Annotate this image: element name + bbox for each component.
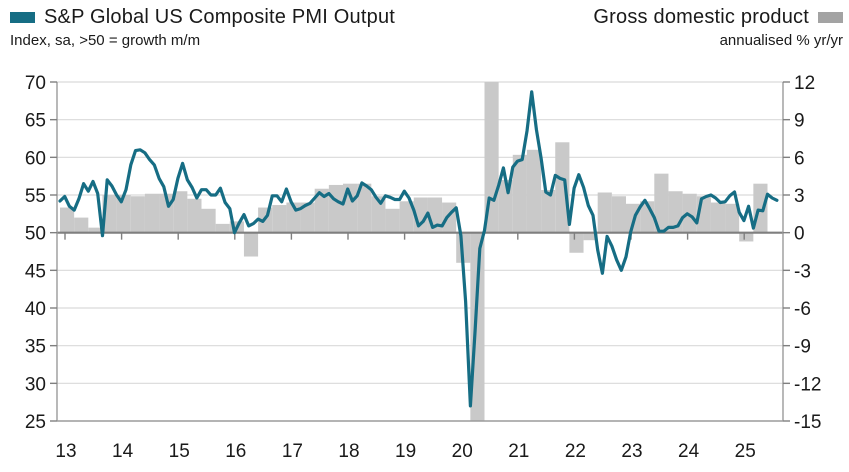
left-axis-label: 35 bbox=[25, 337, 46, 358]
left-axis-label: 60 bbox=[25, 148, 46, 169]
left-axis-label: 45 bbox=[25, 261, 46, 282]
gdp-bar bbox=[74, 217, 89, 233]
x-axis-label: 21 bbox=[508, 441, 529, 462]
gdp-bar bbox=[682, 193, 697, 233]
gdp-bar bbox=[130, 196, 145, 233]
x-axis-label: 22 bbox=[565, 441, 586, 462]
gdp-bar bbox=[725, 203, 740, 233]
gdp-bar bbox=[385, 208, 400, 233]
x-axis-label: 24 bbox=[678, 441, 700, 462]
pmi-line bbox=[58, 90, 779, 408]
x-axis-label: 17 bbox=[282, 441, 303, 462]
right-axis-label: 6 bbox=[794, 148, 805, 169]
right-axis-label: -9 bbox=[794, 337, 811, 358]
x-axis-label: 23 bbox=[621, 441, 642, 462]
x-axis-label: 13 bbox=[55, 441, 76, 462]
chart-title-right: Gross domestic product bbox=[593, 6, 809, 28]
gdp-bar bbox=[272, 205, 287, 233]
gdp-bar bbox=[187, 198, 202, 233]
gdp-bar bbox=[611, 196, 626, 233]
gdp-legend-swatch-icon bbox=[818, 12, 843, 23]
gdp-bar bbox=[399, 201, 414, 233]
legend-left: S&P Global US Composite PMI Output Index… bbox=[10, 6, 395, 49]
gdp-bar bbox=[654, 173, 669, 233]
left-axis-label: 70 bbox=[25, 73, 46, 94]
x-axis-label: 25 bbox=[735, 441, 756, 462]
gdp-bar bbox=[555, 142, 570, 233]
pmi-legend-swatch-icon bbox=[10, 12, 35, 23]
legend-right: Gross domestic product annualised % yr/y… bbox=[593, 6, 843, 49]
right-axis-label: -6 bbox=[794, 299, 811, 320]
gdp-bar bbox=[173, 191, 188, 233]
gdp-bar bbox=[371, 196, 386, 233]
gdp-bar bbox=[243, 232, 259, 257]
chart-title-left: S&P Global US Composite PMI Output bbox=[44, 6, 396, 28]
gdp-bar bbox=[442, 202, 457, 233]
gdp-bar bbox=[144, 193, 160, 233]
gdp-bar bbox=[215, 223, 230, 233]
gdp-bar bbox=[541, 189, 556, 233]
right-axis-label: 3 bbox=[794, 186, 805, 207]
x-axis-label: 15 bbox=[169, 441, 190, 462]
gdp-bar bbox=[60, 207, 75, 233]
right-axis-label: -3 bbox=[794, 261, 811, 282]
gdp-bar bbox=[739, 232, 754, 242]
x-axis-label: 14 bbox=[112, 441, 134, 462]
left-axis-label: 30 bbox=[25, 374, 46, 395]
x-axis-label: 19 bbox=[395, 441, 416, 462]
gdp-bar bbox=[583, 232, 598, 241]
right-axis-label: 0 bbox=[794, 224, 805, 245]
gdp-bar bbox=[300, 202, 315, 233]
gdp-bar bbox=[314, 188, 329, 233]
chart-subtitle-right: annualised % yr/yr bbox=[719, 32, 843, 49]
gdp-bar bbox=[512, 154, 527, 233]
left-axis-label: 50 bbox=[25, 224, 46, 245]
x-axis-label: 18 bbox=[338, 441, 359, 462]
left-axis-label: 40 bbox=[25, 299, 46, 320]
gdp-bar bbox=[569, 232, 584, 253]
gdp-bars bbox=[60, 82, 768, 421]
gdp-bar bbox=[88, 227, 103, 233]
right-axis-label: -15 bbox=[794, 412, 821, 433]
gdp-bar bbox=[597, 192, 612, 233]
gdp-bar bbox=[116, 195, 131, 233]
right-axis-label: 12 bbox=[794, 73, 815, 94]
left-axis-label: 25 bbox=[25, 412, 46, 433]
gdp-bar bbox=[526, 149, 542, 233]
gdp-bar bbox=[328, 184, 343, 233]
chart-subtitle-left: Index, sa, >50 = growth m/m bbox=[10, 32, 201, 49]
x-axis-label: 20 bbox=[452, 441, 473, 462]
gdp-bar bbox=[201, 208, 216, 233]
gdp-bar bbox=[357, 183, 372, 233]
left-axis-label: 65 bbox=[25, 111, 46, 132]
x-axis-label: 16 bbox=[225, 441, 246, 462]
gdp-bar bbox=[710, 202, 726, 233]
right-axis-label: 9 bbox=[794, 111, 805, 132]
right-axis-label: -12 bbox=[794, 374, 821, 395]
left-axis-label: 55 bbox=[25, 186, 46, 207]
